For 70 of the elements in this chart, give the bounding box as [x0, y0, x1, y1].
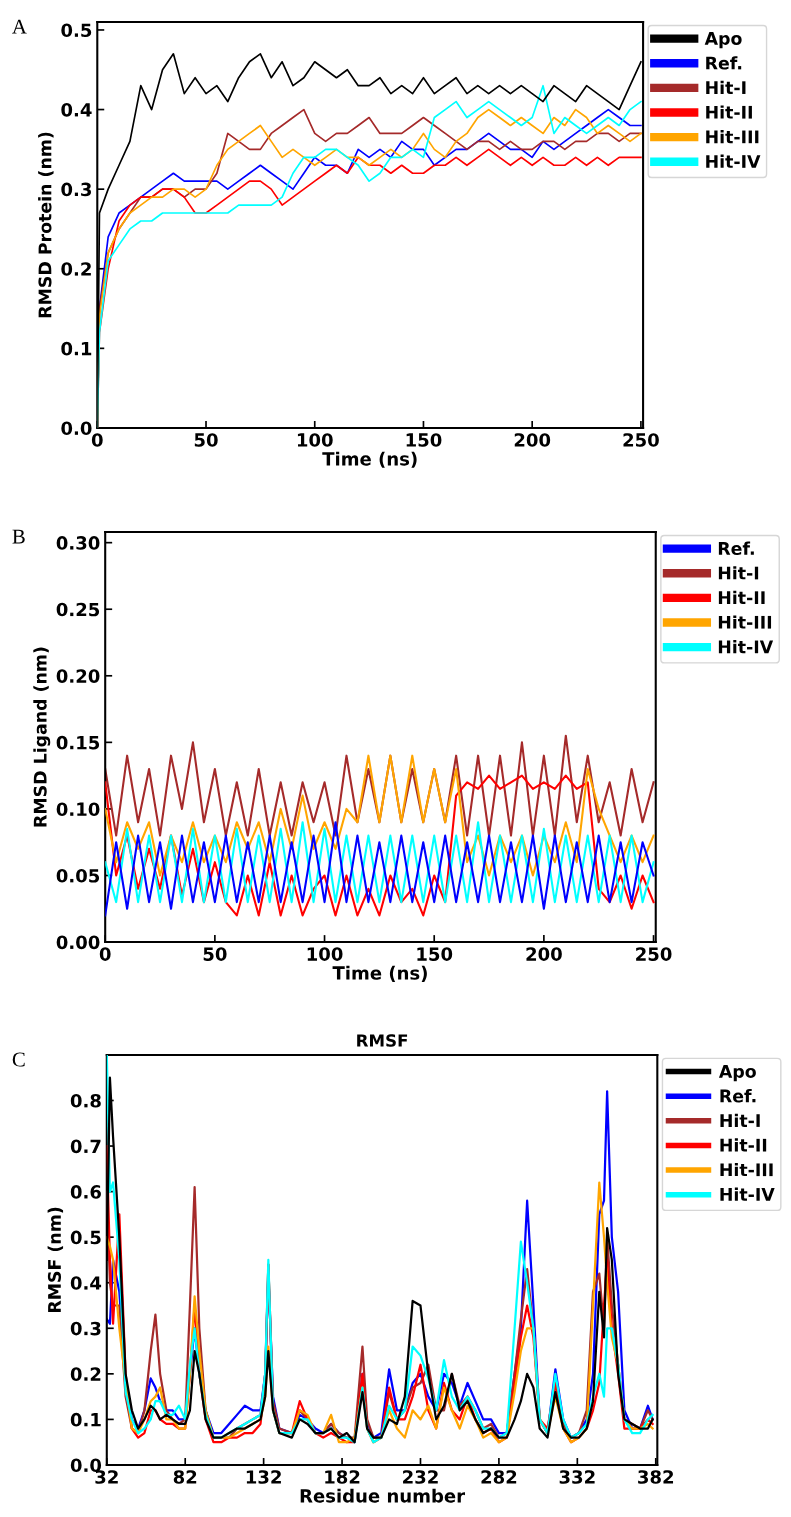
y-tick-label: 0.20 [56, 669, 100, 683]
legend-label: Hit-III [706, 130, 759, 144]
legend-label: Hit-I [718, 566, 759, 580]
y-tick-label: 0.1 [70, 1412, 101, 1427]
x-axis-title: Time (ns) [332, 965, 427, 982]
x-tick-label: 82 [173, 1470, 197, 1484]
x-tick-label: 232 [403, 1470, 438, 1484]
chart-title: RMSF [357, 1034, 408, 1047]
legend-label: Hit-I [706, 80, 746, 94]
line-series [105, 734, 655, 837]
y-tick-label: 0.5 [61, 23, 92, 38]
x-tick-label: 200 [526, 947, 562, 961]
y-tick-label: 0.15 [56, 735, 100, 750]
x-axis-title: Time (ns) [322, 451, 417, 468]
y-tick-label: 0.2 [70, 1367, 101, 1381]
x-tick-label: 282 [481, 1470, 517, 1484]
line-series [105, 754, 655, 877]
y-tick-label: 0.25 [56, 602, 100, 617]
legend-label: Hit-II [706, 105, 752, 119]
x-tick-label: 200 [514, 433, 551, 447]
legend-label: Hit-I [720, 1113, 760, 1127]
y-tick-label: 0.05 [56, 868, 100, 883]
line-series [105, 774, 655, 917]
y-tick-label: 0.1 [61, 341, 92, 356]
x-tick-label: 150 [417, 947, 453, 961]
y-tick-label: 0.7 [70, 1139, 101, 1154]
legend-label: Ref. [718, 541, 754, 555]
y-tick-label: 0.30 [56, 536, 100, 550]
y-tick-label: 0.4 [61, 103, 92, 117]
y-axis-title: RMSD Ligand (nm) [33, 647, 51, 827]
x-tick-label: 100 [307, 947, 343, 961]
y-tick-label: 0.6 [70, 1185, 101, 1199]
y-tick-label: 0.0 [61, 421, 92, 436]
y-axis-title: RMSF (nm) [47, 1207, 64, 1313]
legend-label: Hit-IV [720, 1187, 775, 1201]
text: A [12, 19, 27, 34]
x-tick-label: 150 [406, 433, 442, 447]
y-tick-label: 0.3 [70, 1321, 101, 1336]
y-tick-label: 0.00 [56, 935, 100, 950]
x-axis-title: Residue number [300, 1488, 465, 1503]
y-tick-label: 0.3 [61, 182, 91, 197]
y-tick-label: 0.4 [70, 1276, 102, 1290]
y-tick-label: 0.5 [70, 1230, 101, 1245]
legend-label: Hit-IV [718, 640, 774, 654]
y-tick-label: 0.10 [56, 802, 100, 817]
legend-label: Hit-II [718, 590, 765, 604]
y-axis-title: RMSD Protein (nm) [38, 132, 54, 318]
x-tick-label: 50 [203, 947, 227, 961]
legend-label: Apo [718, 1065, 756, 1082]
text: B [12, 529, 25, 544]
legend-label: Hit-IV [706, 154, 761, 168]
x-tick-label: 0 [99, 947, 111, 961]
legend-label: Hit-II [720, 1138, 767, 1152]
y-tick-label: 0.8 [70, 1093, 101, 1108]
x-tick-label: 132 [246, 1470, 281, 1484]
legend-label: Ref. [706, 56, 742, 70]
y-tick-label: 0.2 [61, 262, 91, 276]
legend-label: Apo [704, 32, 742, 49]
x-tick-label: 250 [623, 433, 659, 447]
legend-label: Hit-III [720, 1162, 773, 1177]
x-tick-label: 382 [638, 1470, 674, 1484]
x-tick-label: 50 [194, 433, 218, 447]
x-tick-label: 0 [91, 433, 103, 447]
legend-label: Hit-III [718, 615, 772, 629]
x-tick-label: 332 [559, 1470, 595, 1484]
text: C [12, 1052, 25, 1067]
x-tick-label: 250 [636, 947, 672, 961]
legend-label: Ref. [720, 1089, 756, 1103]
x-tick-label: 100 [297, 433, 333, 447]
x-tick-label: 182 [325, 1470, 360, 1484]
